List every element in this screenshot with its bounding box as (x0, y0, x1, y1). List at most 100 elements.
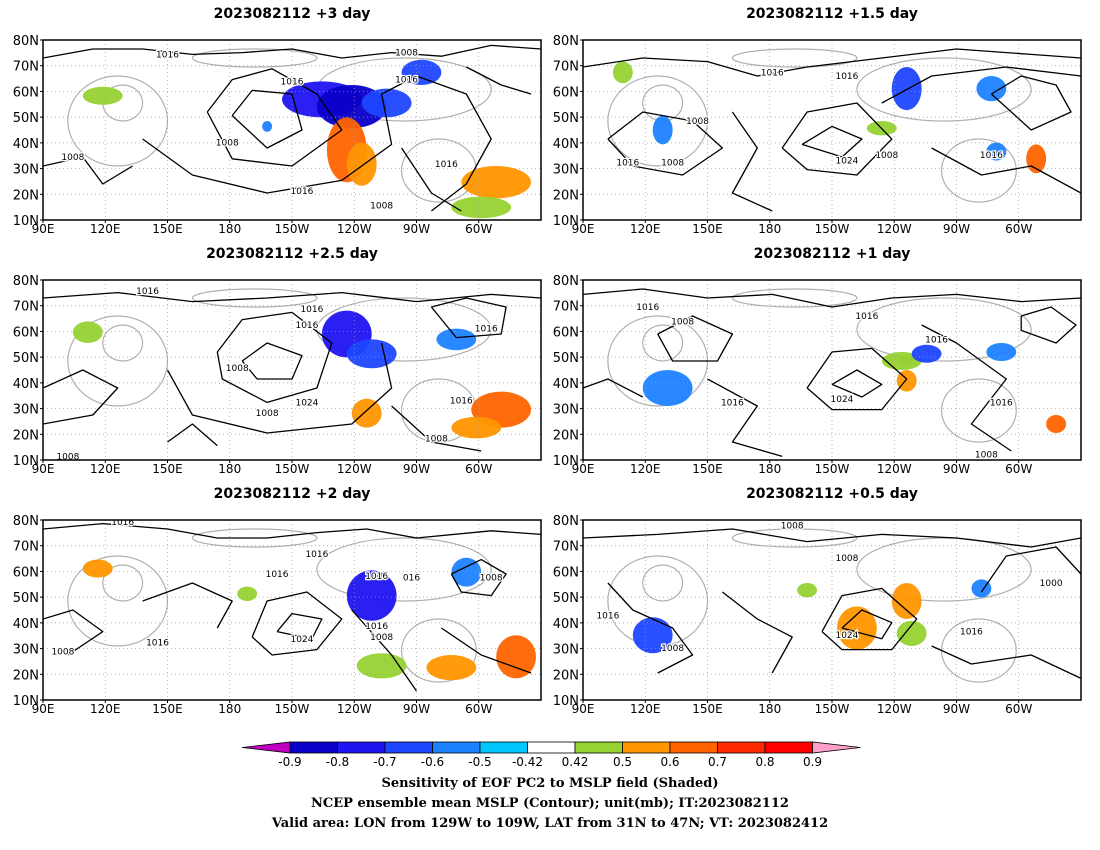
lon-tick-label: 90E (572, 462, 595, 476)
coastline-1 (642, 324, 684, 362)
contour-label: 1016 (156, 50, 179, 60)
lon-tick-label: 150E (152, 462, 183, 476)
isobar-6 (441, 627, 532, 674)
isobar-0 (583, 528, 1081, 548)
lat-tick-label: 70N (553, 300, 579, 315)
coastline-2 (316, 537, 492, 602)
lon-tick-label: 90W (403, 702, 430, 716)
lon-tick-label: 120E (630, 462, 661, 476)
coastline-1 (102, 564, 144, 602)
isobar-5 (722, 591, 793, 674)
isobar-1 (781, 102, 893, 176)
sensitivity-patch-1 (346, 339, 397, 369)
colorbar-label-2: -0.7 (373, 755, 396, 769)
contour-label: 1008 (975, 451, 998, 461)
contour-label: 1016 (281, 77, 304, 87)
contour-label: 1016 (365, 622, 388, 632)
lat-tick-label: 30N (553, 403, 579, 418)
sensitivity-patch-1 (836, 606, 877, 650)
coastline-4 (731, 288, 858, 308)
contour-label: 1016 (266, 570, 289, 580)
lat-tick-label: 40N (13, 137, 39, 152)
lon-tick-label: 150W (815, 222, 850, 236)
contour-label: 1016 (636, 303, 659, 313)
isobar-1 (251, 591, 343, 656)
colorbar-label-10: 0.8 (755, 755, 774, 769)
lon-tick-label: 120W (337, 702, 372, 716)
sensitivity-patch-3 (896, 620, 927, 647)
contour-label: 1016 (616, 158, 639, 168)
lat-tick-label: 80N (553, 34, 579, 49)
sensitivity-patch-0 (632, 617, 673, 654)
contour-label: 1008 (686, 117, 709, 127)
lon-tick-label: 90E (32, 462, 55, 476)
lon-tick-label: 90W (943, 222, 970, 236)
contour-label: 1016 (450, 397, 473, 407)
lat-tick-label: 20N (13, 188, 39, 203)
lon-tick-label: 120E (90, 222, 121, 236)
lon-tick-label: 150W (275, 462, 310, 476)
isobar-7 (931, 147, 1081, 194)
contour-label: 1016 (596, 611, 619, 621)
lat-tick-label: 60N (13, 325, 39, 340)
contour-label: 1008 (875, 151, 898, 161)
contour-label: 1008 (661, 158, 684, 168)
sensitivity-patch-5 (346, 142, 377, 186)
lat-tick-label: 60N (553, 325, 579, 340)
isobar-4 (43, 156, 133, 185)
colorbar-segment-10 (764, 741, 813, 754)
sensitivity-patch-4 (351, 398, 382, 428)
lat-tick-label: 60N (13, 85, 39, 100)
isobar-3 (980, 546, 1081, 593)
sensitivity-patch-6 (986, 142, 1007, 161)
contour-label: 1016 (395, 76, 418, 86)
lat-tick-label: 30N (13, 643, 39, 658)
map-panel-1-layers: 1016 1016 1008 1008 1016 1024 1008 1016 (583, 40, 1081, 220)
lat-tick-label: 50N (13, 351, 39, 366)
sensitivity-patch-0 (642, 370, 693, 406)
contour-label: 1016 (136, 287, 159, 297)
isobar-4 (607, 582, 694, 674)
lon-tick-label: 180 (758, 222, 781, 236)
lon-tick-label: 90E (32, 702, 55, 716)
lon-tick-label: 90W (943, 462, 970, 476)
isobar-2 (801, 125, 863, 158)
sensitivity-patch-0 (891, 67, 922, 111)
footer-caption-line-1: Sensitivity of EOF PC2 to MSLP field (Sh… (381, 776, 719, 791)
isobar-5 (881, 66, 1081, 104)
contour-label: 1024 (835, 631, 858, 641)
lon-tick-label: 150W (275, 222, 310, 236)
lon-tick-label: 120W (877, 222, 912, 236)
isobar-6 (921, 324, 1012, 452)
lat-tick-label: 70N (553, 60, 579, 75)
contour-label: 1016 (111, 518, 134, 528)
isobar-3 (430, 297, 507, 339)
contour-label: 1016 (146, 638, 169, 648)
contour-label: 1016 (291, 187, 314, 197)
lon-tick-label: 120E (90, 462, 121, 476)
lat-tick-label: 50N (553, 351, 579, 366)
isobar-2 (841, 609, 893, 640)
sensitivity-patch-6 (899, 355, 915, 367)
lat-tick-label: 50N (553, 111, 579, 126)
colorbar-label-11: 0.9 (803, 755, 822, 769)
contour-label: 1008 (671, 317, 694, 327)
contour-label: 1008 (56, 452, 79, 462)
contour-label: 1024 (295, 398, 318, 408)
lat-tick-label: 80N (553, 514, 579, 529)
sensitivity-patch-5 (1046, 415, 1067, 433)
coastline-3 (940, 378, 1017, 443)
sensitivity-patch-3 (652, 115, 673, 145)
colorbar-segment-1 (337, 741, 386, 754)
map-panel-0: 1016 1016 1016 1008 1016 1008 1016 1008 1008 80N 7… (13, 34, 542, 236)
lon-tick-label: 150W (815, 702, 850, 716)
contour-label: 1016 (721, 398, 744, 408)
coastline-3 (940, 138, 1017, 203)
lat-tick-label: 20N (553, 188, 579, 203)
lat-tick-label: 10N (13, 694, 39, 709)
isobar-3 (1020, 306, 1077, 344)
sensitivity-patch-2 (911, 344, 942, 363)
lat-tick-label: 60N (553, 85, 579, 100)
lon-tick-label: 150E (692, 222, 723, 236)
